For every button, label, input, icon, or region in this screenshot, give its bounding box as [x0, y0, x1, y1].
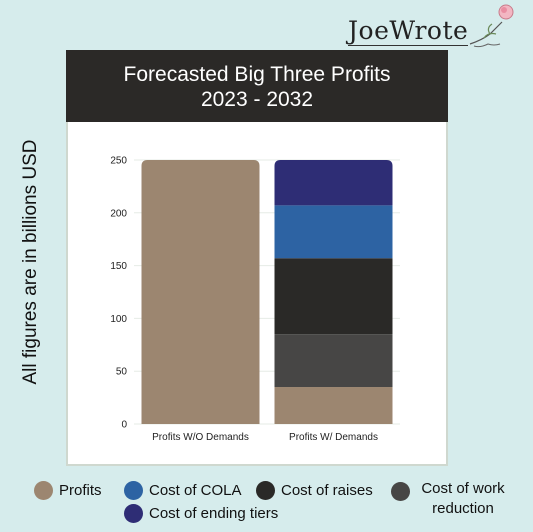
logo-text: JoeWrote — [348, 16, 469, 46]
legend-item: Cost of work reduction — [391, 479, 510, 519]
chart-subtitle: 2023 - 2032 — [200, 88, 314, 111]
x-tick-label: Profits W/O Demands — [152, 432, 249, 443]
y-tick-label: 250 — [110, 156, 127, 167]
y-tick-label: 0 — [121, 420, 127, 431]
legend-item: Profits — [34, 481, 102, 500]
legend-swatch — [124, 481, 143, 500]
legend-label: Cost of raises — [281, 482, 373, 499]
x-tick-label: Profits W/ Demands — [289, 432, 378, 443]
legend-label: Cost of work reduction — [421, 480, 505, 517]
legend-label: Cost of COLA — [149, 482, 242, 499]
legend-item: Cost of ending tiers — [124, 504, 278, 523]
bar-segment — [274, 160, 393, 206]
bar-chart: 0 50 100 150 200 250 Profits W/O Demands Profit… — [110, 156, 400, 443]
bar-segment — [274, 258, 393, 335]
y-tick-label: 100 — [110, 314, 127, 325]
y-tick-label: 200 — [110, 208, 127, 219]
y-tick-label: 50 — [116, 367, 128, 378]
legend-swatch — [256, 481, 275, 500]
legend-item: Cost of COLA — [124, 481, 242, 500]
chart-title: Forecasted Big Three Profits — [123, 63, 391, 86]
bar-segment — [274, 205, 393, 259]
y-tick-label: 150 — [110, 261, 127, 272]
chart-title-box: Forecasted Big Three Profits 2023 - 2032 — [66, 50, 448, 122]
flower-icon — [469, 4, 514, 48]
bar-segment — [274, 387, 393, 424]
bar-segment — [274, 334, 393, 388]
legend-swatch — [34, 481, 53, 500]
legend-swatch — [124, 504, 143, 523]
y-axis-label: All figures are in billions USD — [20, 139, 41, 385]
legend-swatch — [391, 482, 410, 501]
legend-item: Cost of raises — [256, 481, 373, 500]
legend-label: Cost of ending tiers — [149, 505, 279, 522]
legend-label: Profits — [59, 482, 102, 499]
bar-segment — [141, 160, 260, 424]
